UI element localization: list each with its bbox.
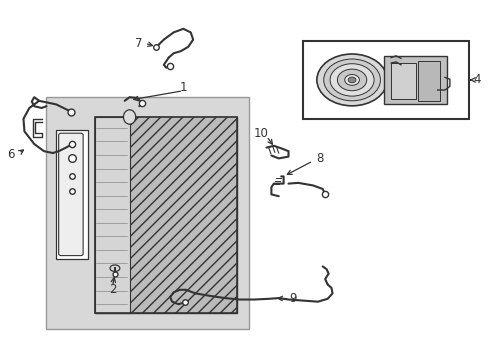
Ellipse shape (123, 110, 136, 124)
Text: 6: 6 (7, 148, 15, 161)
Text: 5: 5 (305, 73, 312, 86)
Bar (95, 117, 237, 313)
Circle shape (337, 69, 366, 91)
Text: 10: 10 (253, 127, 267, 140)
Circle shape (323, 59, 380, 101)
Circle shape (344, 75, 359, 85)
Circle shape (347, 77, 355, 83)
Text: 8: 8 (316, 152, 324, 165)
Circle shape (316, 54, 386, 106)
Bar (95, 117, 237, 313)
Circle shape (329, 64, 373, 96)
Ellipse shape (110, 265, 120, 271)
Bar (46, 97, 249, 329)
Text: 4: 4 (472, 73, 480, 86)
Text: 2: 2 (108, 283, 116, 296)
Bar (56, 130, 88, 259)
Bar (95, 117, 129, 313)
Bar (303, 41, 468, 119)
FancyBboxPatch shape (59, 133, 83, 256)
Text: 7: 7 (135, 37, 142, 50)
Text: 9: 9 (289, 292, 297, 305)
Text: 1: 1 (179, 81, 187, 94)
Bar (417, 61, 439, 101)
Bar (383, 56, 447, 104)
Bar (390, 63, 415, 99)
Bar (129, 117, 237, 313)
Text: 3: 3 (68, 227, 76, 240)
